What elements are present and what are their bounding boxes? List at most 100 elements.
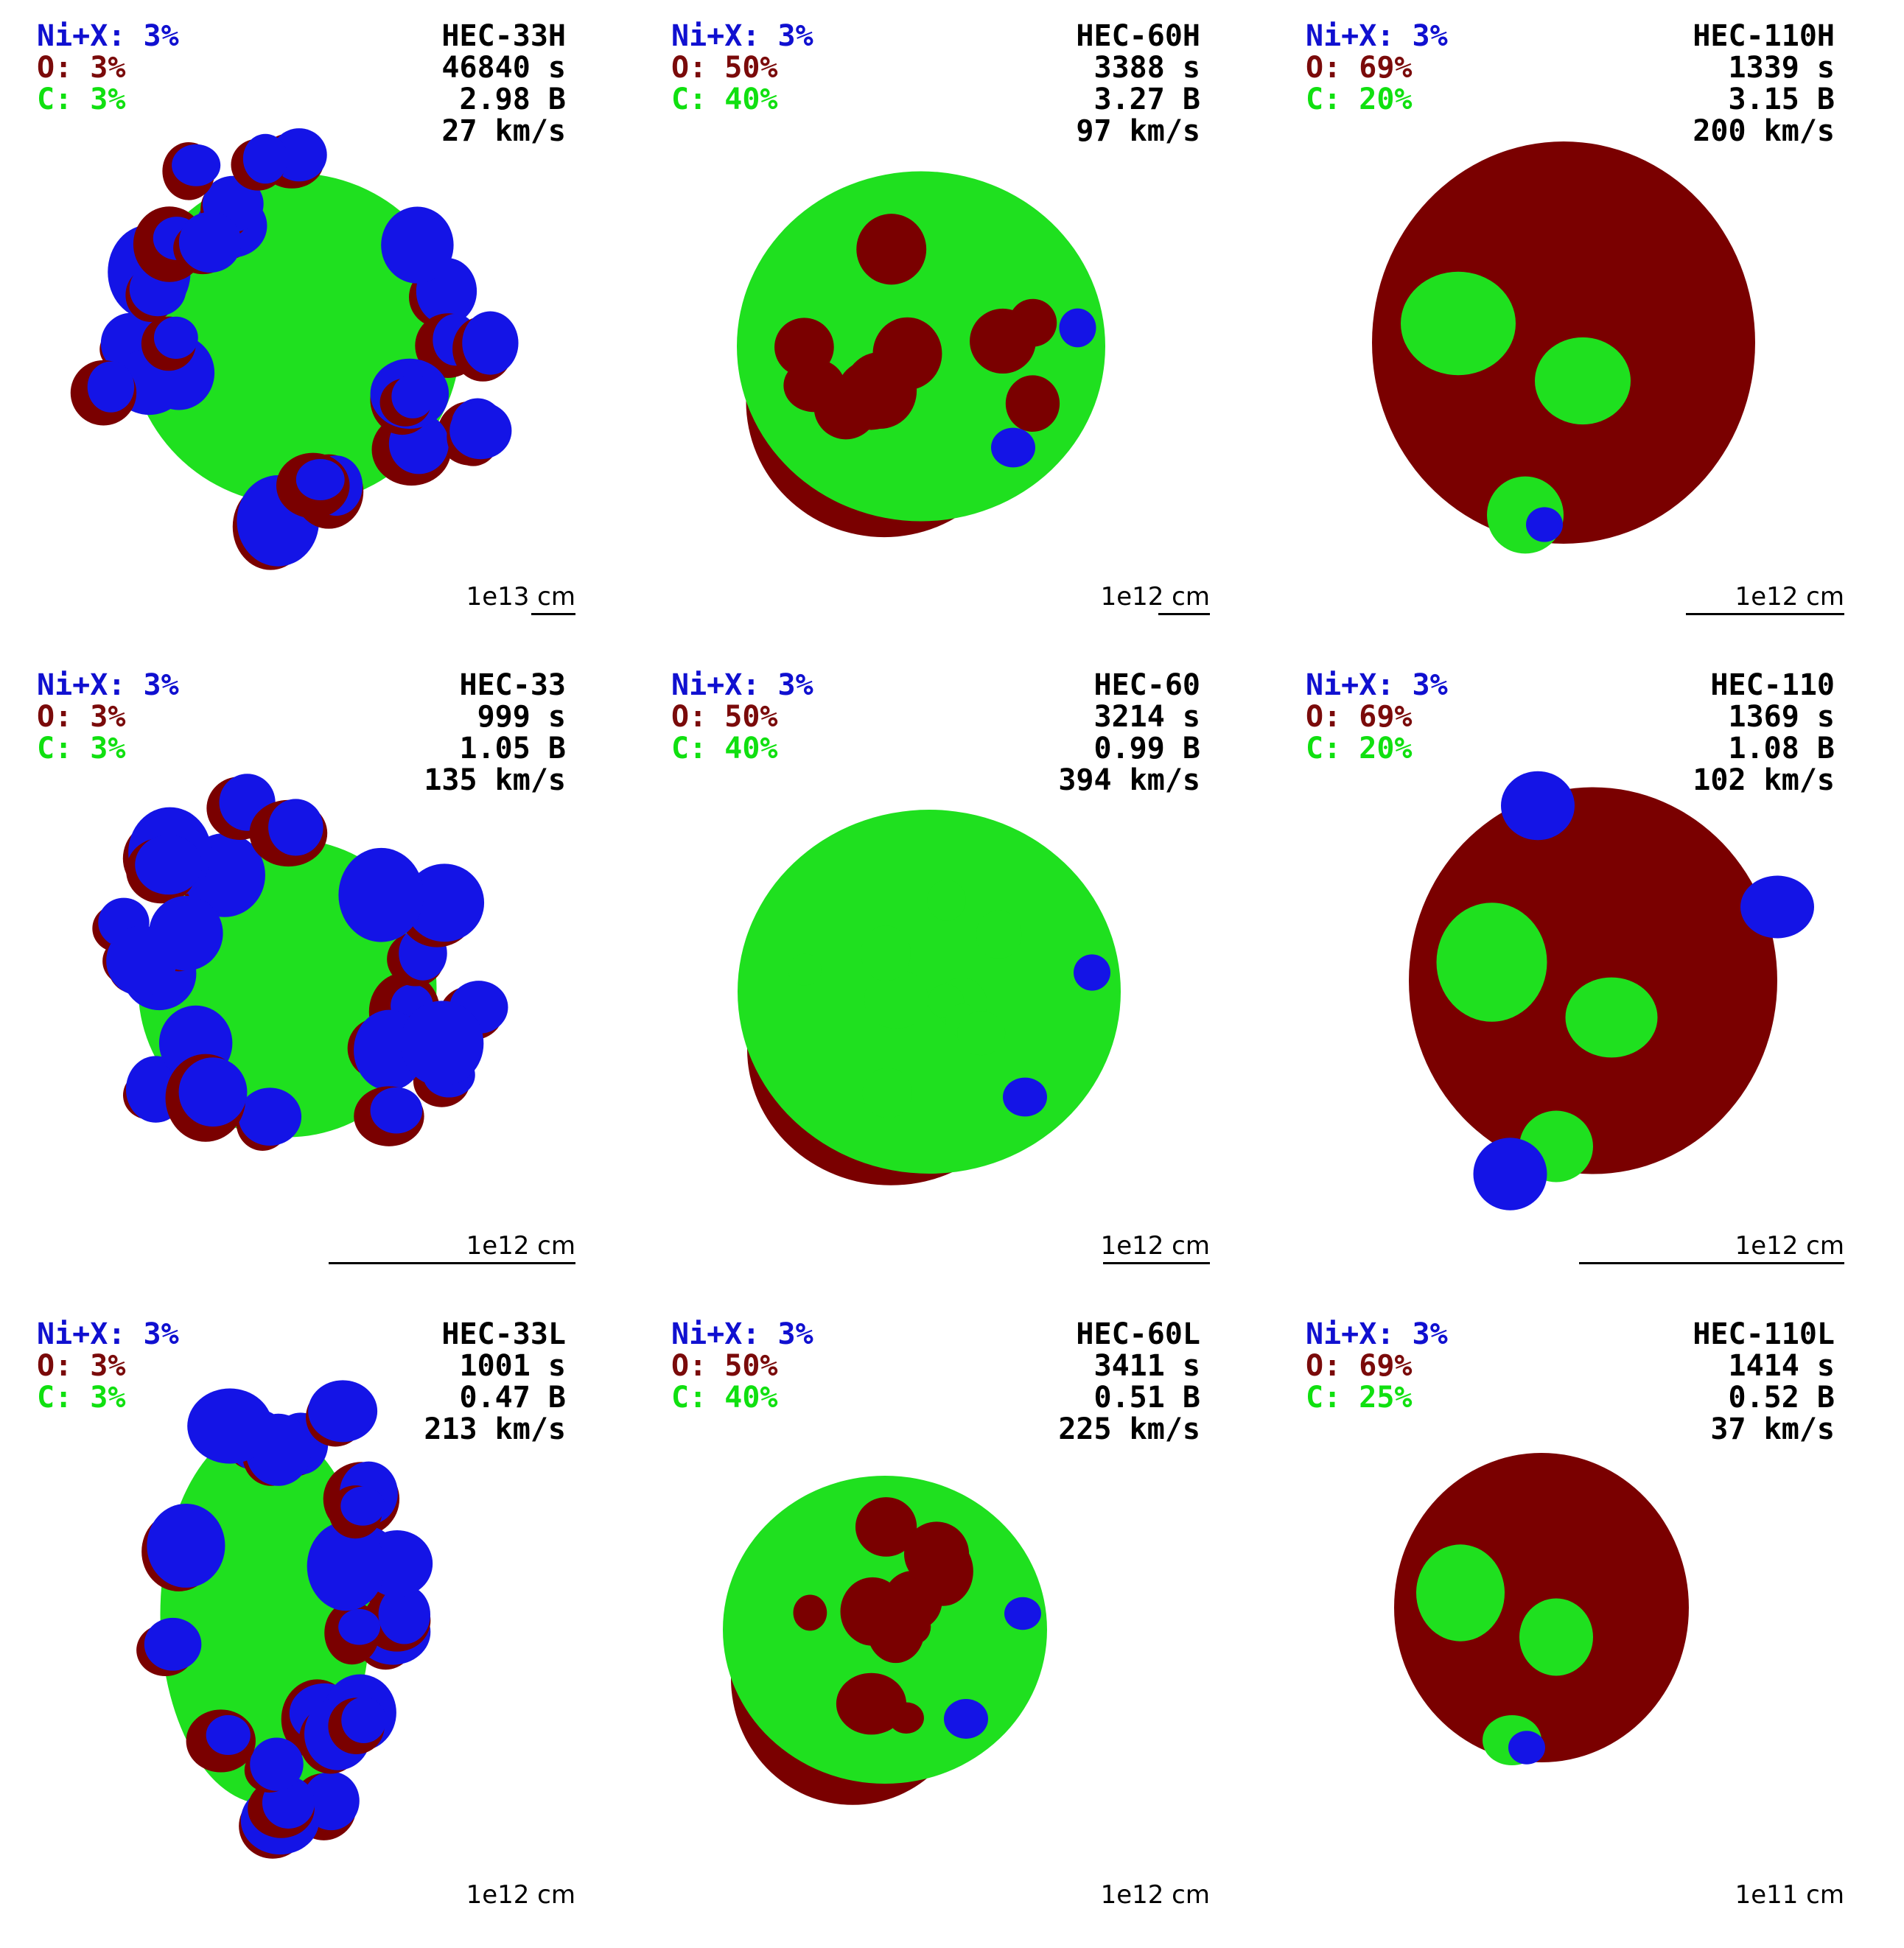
- composition-label: Ni+X: 3%: [1306, 21, 1448, 52]
- scale-label: 1e12 cm: [1101, 1880, 1210, 1910]
- composition-label: C: 3%: [37, 1382, 125, 1414]
- composition-label: C: 20%: [1306, 84, 1413, 116]
- composition-label: Ni+X: 3%: [671, 21, 813, 52]
- scale-bar: [531, 613, 575, 615]
- composition-label: C: 40%: [671, 1382, 778, 1414]
- nickel-clump: [1508, 1731, 1545, 1765]
- model-time: 1339 s: [1729, 52, 1835, 84]
- scale-label: 1e13 cm: [466, 582, 575, 612]
- carbon-clump: [1416, 1544, 1505, 1641]
- model-model: HEC-60L: [1076, 1319, 1200, 1350]
- carbon-clump: [1519, 1598, 1593, 1675]
- model-time: 999 s: [477, 701, 566, 733]
- nickel-clump: [391, 374, 434, 418]
- nickel-clump: [88, 362, 135, 413]
- ejecta-render: [92, 774, 508, 1151]
- composition-label: Ni+X: 3%: [1306, 670, 1448, 701]
- composition-label: O: 50%: [671, 701, 778, 733]
- scale-label: 1e12 cm: [1735, 1231, 1844, 1261]
- model-model: HEC-33: [460, 670, 567, 701]
- nickel-clump: [243, 134, 288, 184]
- model-velocity: 37 km/s: [1710, 1414, 1835, 1446]
- nickel-clump: [1003, 1078, 1047, 1117]
- ejecta-render: [1409, 771, 1814, 1211]
- model-velocity: 225 km/s: [1058, 1414, 1200, 1446]
- scale-bar: [1103, 1262, 1210, 1264]
- nickel-clump: [462, 312, 518, 375]
- nickel-clump: [135, 835, 202, 894]
- composition-label: C: 25%: [1306, 1382, 1413, 1414]
- scale-bar: [1579, 1262, 1844, 1264]
- nickel-clump: [187, 1389, 272, 1464]
- composition-label: O: 69%: [1306, 52, 1413, 84]
- model-model: HEC-60: [1094, 670, 1201, 701]
- model-energy: 3.27 B: [1094, 84, 1201, 116]
- nickel-clump: [1526, 507, 1563, 542]
- ejecta-render: [738, 810, 1121, 1185]
- model-model: HEC-33L: [441, 1319, 566, 1350]
- composition-label: C: 20%: [1306, 733, 1413, 765]
- scale-bar: [1686, 613, 1844, 615]
- composition-label: Ni+X: 3%: [37, 21, 179, 52]
- model-time: 3214 s: [1094, 701, 1201, 733]
- model-time: 1001 s: [460, 1350, 567, 1382]
- ejecta-render: [723, 1476, 1047, 1805]
- model-model: HEC-60H: [1076, 21, 1200, 52]
- composition-label: C: 40%: [671, 733, 778, 765]
- scale-label: 1e12 cm: [1735, 582, 1844, 612]
- nickel-clump: [154, 317, 198, 359]
- model-velocity: 97 km/s: [1076, 116, 1200, 147]
- nickel-clump: [991, 428, 1035, 468]
- nickel-clump: [296, 459, 345, 500]
- composition-label: Ni+X: 3%: [37, 1319, 179, 1350]
- composition-label: O: 50%: [671, 52, 778, 84]
- model-velocity: 135 km/s: [424, 765, 566, 796]
- model-model: HEC-110: [1710, 670, 1835, 701]
- model-model: HEC-110L: [1693, 1319, 1835, 1350]
- model-velocity: 200 km/s: [1693, 116, 1835, 147]
- composition-label: Ni+X: 3%: [671, 1319, 813, 1350]
- panel: Ni+X: 3%O: 3%C: 3%HEC-33H46840 s2.98 B27…: [0, 0, 634, 649]
- model-energy: 2.98 B: [460, 84, 567, 116]
- composition-label: C: 40%: [671, 84, 778, 116]
- nickel-clump: [1501, 771, 1575, 841]
- oxygen-patch: [856, 214, 926, 284]
- carbon-clump: [1401, 272, 1516, 375]
- oxygen-patch: [788, 953, 821, 985]
- model-time: 1369 s: [1729, 701, 1835, 733]
- composition-label: Ni+X: 3%: [671, 670, 813, 701]
- model-energy: 1.05 B: [460, 733, 567, 765]
- nickel-clump: [172, 144, 220, 186]
- ejecta-render: [1394, 1453, 1689, 1765]
- nickel-clump: [179, 212, 242, 273]
- carbon-shell: [738, 810, 1121, 1174]
- oxygen-patch: [976, 911, 1021, 959]
- oxygen-patch: [1006, 375, 1060, 432]
- scale-label: 1e11 cm: [1735, 1880, 1844, 1910]
- nickel-clump: [144, 1618, 202, 1671]
- model-velocity: 102 km/s: [1693, 765, 1835, 796]
- nickel-clump: [1474, 1138, 1547, 1211]
- nickel-clump: [250, 1737, 304, 1790]
- carbon-clump: [1566, 978, 1658, 1058]
- composition-label: O: 69%: [1306, 701, 1413, 733]
- nickel-clump: [400, 1001, 483, 1086]
- model-velocity: 27 km/s: [441, 116, 566, 147]
- scale-label: 1e12 cm: [466, 1880, 575, 1910]
- model-energy: 3.15 B: [1729, 84, 1835, 116]
- model-energy: 0.52 B: [1729, 1382, 1835, 1414]
- nickel-clump: [340, 1487, 385, 1526]
- model-model: HEC-110H: [1693, 21, 1835, 52]
- nickel-clump: [1004, 1597, 1041, 1630]
- nickel-clump: [1060, 309, 1096, 348]
- panel: Ni+X: 3%O: 50%C: 40%HEC-60L3411 s0.51 B2…: [634, 1298, 1269, 1947]
- model-time: 3411 s: [1094, 1350, 1201, 1382]
- carbon-clump: [1437, 903, 1547, 1022]
- nickel-clump: [106, 925, 177, 995]
- oxygen-patch: [861, 925, 911, 981]
- carbon-clump: [1535, 337, 1631, 424]
